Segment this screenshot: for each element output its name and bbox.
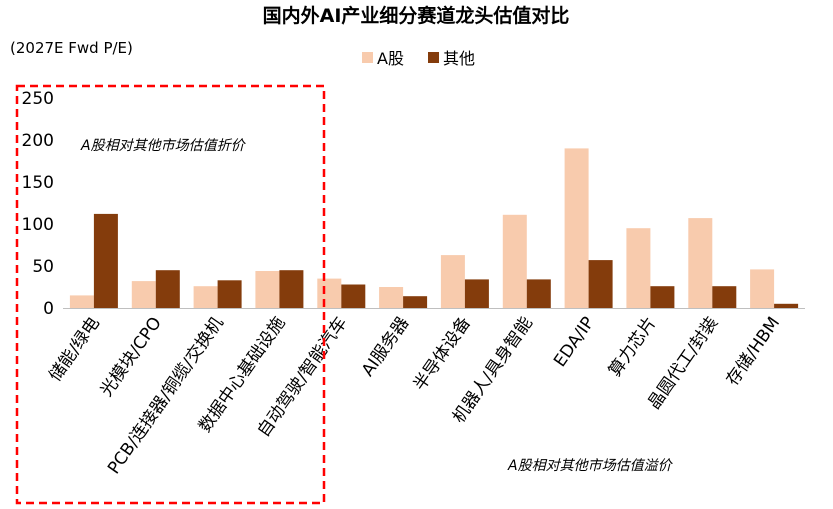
bar	[502, 214, 527, 308]
category-label: 存储/HBM	[723, 313, 785, 389]
category-label: EDA/IP	[550, 313, 599, 370]
category-label: 光模块/CPO	[97, 313, 166, 400]
bar	[526, 279, 551, 308]
category-labels: 储能/绿电光模块/CPOPCB/连接器/铜缆/交换机数据中心基础设施自动驾驶/智…	[45, 313, 784, 478]
y-tick-label: 100	[22, 215, 54, 235]
bar	[341, 284, 366, 308]
bar	[750, 269, 775, 308]
y-tick-label: 50	[32, 257, 54, 277]
category-label: 算力芯片	[605, 313, 660, 380]
category-label: 储能/绿电	[45, 313, 104, 385]
bar	[93, 213, 118, 308]
bar	[131, 281, 156, 308]
bar	[626, 228, 651, 308]
legend-swatch-other	[428, 52, 439, 63]
bar	[279, 270, 304, 308]
bar	[379, 287, 404, 308]
bar	[712, 286, 737, 308]
y-tick-label: 250	[22, 89, 54, 109]
bar	[217, 280, 242, 308]
bar	[650, 286, 675, 308]
unit-label: (2027E Fwd P/E)	[10, 39, 133, 57]
bar	[440, 255, 465, 308]
bar	[193, 286, 218, 308]
y-tick-label: 150	[22, 173, 54, 193]
bar	[155, 270, 180, 308]
legend-label-other: 其他	[443, 49, 475, 68]
y-tick-label: 0	[43, 299, 54, 319]
bar	[588, 260, 613, 308]
annotation-discount: A股相对其他市场估值折价	[80, 138, 247, 154]
y-tick-label: 200	[22, 131, 54, 151]
bar	[255, 271, 280, 308]
legend-label-a-share: A股	[377, 49, 404, 68]
bar	[317, 278, 342, 308]
bars	[69, 148, 799, 308]
category-label: PCB/连接器/铜缆/交换机	[104, 313, 228, 478]
chart-title: 国内外AI产业细分赛道龙头估值对比	[263, 4, 570, 27]
annotation-premium: A股相对其他市场估值溢价	[507, 458, 674, 474]
category-label: AI服务器	[358, 313, 413, 380]
bar	[69, 295, 94, 308]
discount-highlight-box	[15, 84, 326, 505]
legend-swatch-a-share	[362, 52, 373, 63]
bar	[688, 218, 713, 308]
bar	[403, 296, 428, 308]
category-label: 半导体设备	[410, 313, 475, 394]
bar	[464, 279, 489, 308]
y-axis-ticks: 0 50 100 150 200 250	[22, 89, 54, 319]
bar	[774, 303, 799, 308]
bar	[564, 148, 589, 308]
legend: A股 其他	[362, 49, 475, 68]
